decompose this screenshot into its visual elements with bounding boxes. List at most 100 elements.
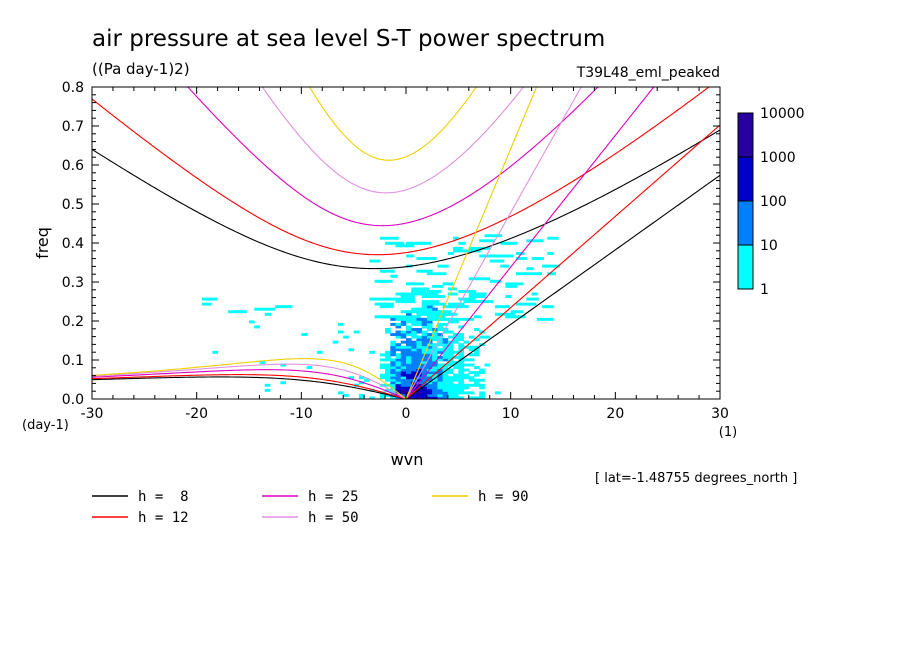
heatmap-cell bbox=[390, 343, 396, 347]
heatmap-cell bbox=[484, 254, 504, 258]
heatmap-cell bbox=[400, 366, 407, 369]
heatmap-cell bbox=[411, 355, 417, 359]
heatmap-cell bbox=[421, 322, 428, 326]
y-tick-label: 0.8 bbox=[62, 80, 84, 96]
heatmap-cell bbox=[406, 338, 412, 342]
heatmap-cell bbox=[432, 330, 438, 334]
heatmap-cell bbox=[442, 383, 449, 387]
heatmap-cell bbox=[421, 307, 432, 311]
heatmap-cell bbox=[395, 383, 402, 387]
heatmap-cell bbox=[437, 358, 444, 362]
heatmap-cell bbox=[390, 353, 396, 357]
heatmap-cell bbox=[395, 335, 402, 339]
heatmap-cell bbox=[358, 393, 365, 397]
heatmap-cell bbox=[437, 322, 444, 326]
colorbar-swatch bbox=[737, 244, 754, 290]
legend-label: h = 50 bbox=[308, 510, 359, 526]
heatmap-cell bbox=[447, 335, 454, 339]
heatmap-cell bbox=[474, 315, 482, 319]
heatmap-cell bbox=[385, 297, 406, 301]
heatmap-cell bbox=[505, 241, 512, 245]
heatmap-cell bbox=[442, 330, 449, 334]
heatmap-cell bbox=[453, 360, 459, 364]
heatmap-cell bbox=[442, 350, 449, 354]
heatmap-cell bbox=[411, 345, 417, 349]
heatmap-cell bbox=[416, 388, 423, 392]
heatmap-cell bbox=[385, 366, 391, 369]
heatmap-cell bbox=[406, 353, 412, 357]
heatmap-cell bbox=[421, 371, 428, 375]
heatmap-cell bbox=[411, 353, 417, 357]
heatmap-cell bbox=[395, 325, 402, 329]
heatmap-cell bbox=[406, 396, 412, 399]
heatmap-cell bbox=[468, 378, 475, 382]
heatmap-cell bbox=[468, 363, 475, 367]
heatmap-cell bbox=[437, 348, 444, 352]
heatmap-cell bbox=[411, 343, 417, 347]
kelvin-curve-8 bbox=[405, 174, 720, 399]
heatmap-cell bbox=[400, 330, 407, 334]
heatmap-cell bbox=[379, 236, 399, 240]
heatmap-cell bbox=[332, 340, 339, 344]
heatmap-cell bbox=[416, 371, 423, 375]
heatmap-cell bbox=[385, 330, 391, 334]
heatmap-cell bbox=[385, 241, 405, 245]
heatmap-cell bbox=[254, 307, 275, 311]
heatmap-cell bbox=[468, 348, 475, 352]
heatmap-cell bbox=[432, 371, 438, 375]
heatmap-cell bbox=[494, 391, 501, 395]
heatmap-cell bbox=[479, 371, 485, 375]
heatmap-cell bbox=[442, 381, 449, 385]
heatmap-cell bbox=[447, 381, 454, 385]
heatmap-cell bbox=[385, 376, 391, 380]
heatmap-cell bbox=[379, 393, 386, 397]
heatmap-cell bbox=[406, 355, 412, 359]
heatmap-cell bbox=[458, 363, 464, 367]
heatmap-cell bbox=[390, 373, 396, 377]
heatmap-cell bbox=[426, 383, 433, 387]
heatmap-cell bbox=[432, 338, 438, 342]
heatmap-cell bbox=[390, 376, 396, 380]
heatmap-cell bbox=[416, 378, 423, 382]
heatmap-cell bbox=[447, 368, 454, 372]
heatmap-cell bbox=[421, 350, 428, 354]
heatmap-cell bbox=[411, 348, 417, 352]
heatmap-cell bbox=[542, 305, 554, 309]
heatmap-cell bbox=[447, 350, 454, 354]
heatmap-cell bbox=[259, 360, 266, 364]
x-unit-label: (1) bbox=[719, 425, 737, 440]
heatmap-cell bbox=[474, 373, 480, 377]
heatmap-cell bbox=[406, 320, 412, 324]
heatmap-cell bbox=[395, 378, 402, 382]
heatmap-cell bbox=[426, 396, 433, 399]
heatmap-cell bbox=[442, 343, 449, 347]
heatmap-cell bbox=[416, 376, 423, 380]
heatmap-cell bbox=[468, 391, 475, 395]
heatmap-cell bbox=[432, 386, 438, 390]
heatmap-cell bbox=[390, 368, 396, 372]
heatmap-cell bbox=[468, 295, 486, 298]
heatmap-cell bbox=[379, 396, 386, 399]
heatmap-cell bbox=[390, 396, 396, 399]
heatmap-cell bbox=[432, 315, 446, 319]
heatmap-cell bbox=[421, 386, 428, 390]
heatmap-cell bbox=[458, 378, 464, 382]
heatmap-cell bbox=[416, 345, 423, 349]
heatmap-cell bbox=[494, 254, 514, 258]
heatmap-cell bbox=[474, 366, 480, 369]
heatmap-cell bbox=[468, 353, 475, 357]
heatmap-cell bbox=[468, 335, 475, 339]
heatmap-cell bbox=[442, 282, 454, 286]
heatmap-cell bbox=[411, 360, 417, 364]
y-tick-label: 0.0 bbox=[62, 392, 84, 408]
heatmap-cell bbox=[395, 244, 415, 248]
heatmap-cell bbox=[426, 320, 433, 324]
heatmap-cell bbox=[400, 381, 407, 385]
spectrum-heatmap bbox=[201, 234, 560, 399]
heatmap-cell bbox=[453, 366, 459, 369]
heatmap-cell bbox=[416, 257, 437, 260]
heatmap-cell bbox=[416, 241, 432, 245]
heatmap-cell bbox=[395, 345, 402, 349]
heatmap-cell bbox=[390, 274, 397, 278]
